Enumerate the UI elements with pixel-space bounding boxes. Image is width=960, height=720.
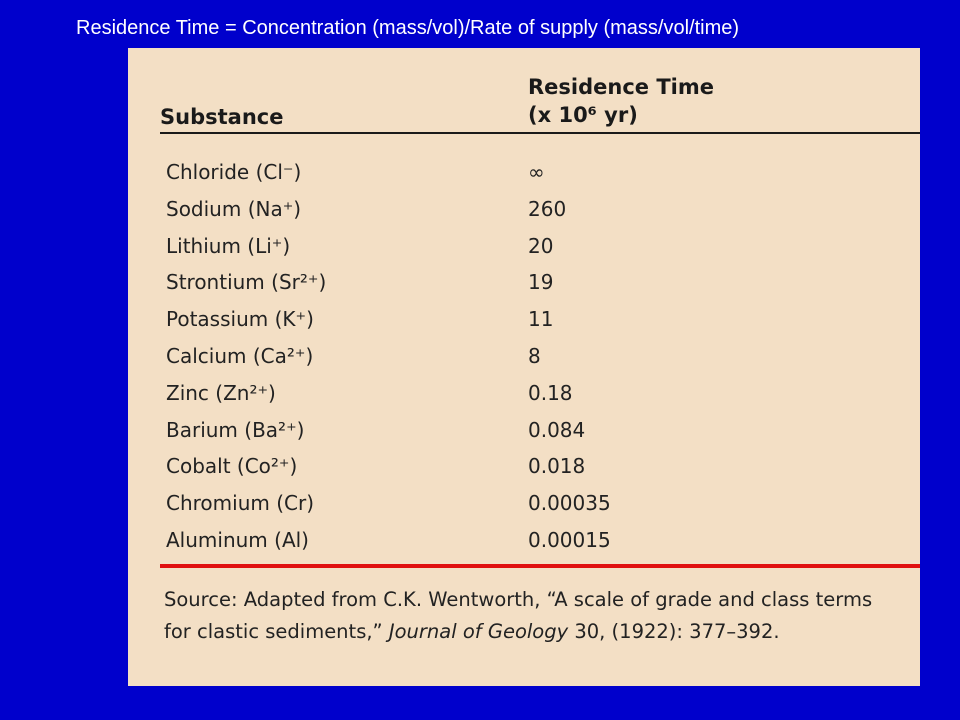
table-row: Potassium (K⁺) 11: [128, 303, 920, 340]
source-text: Source: Adapted from C.K. Wentworth, “A …: [164, 588, 873, 643]
table-row: Strontium (Sr²⁺) 19: [128, 266, 920, 303]
residence-cell: 11: [528, 307, 554, 332]
slide-title: Residence Time = Concentration (mass/vol…: [76, 17, 740, 39]
header-divider: [160, 132, 920, 134]
substance-cell: Cobalt (Co²⁺): [166, 454, 298, 479]
substance-cell: Barium (Ba²⁺): [166, 417, 305, 442]
table-row: Cobalt (Co²⁺) 0.018: [128, 450, 920, 487]
residence-cell: ∞: [528, 160, 545, 184]
table-row: Aluminum (Al) 0.00015: [128, 524, 920, 561]
residence-cell: 0.084: [528, 417, 586, 442]
residence-cell: 0.18: [528, 380, 573, 405]
substance-cell: Potassium (K⁺): [166, 307, 314, 332]
substance-cell: Calcium (Ca²⁺): [166, 343, 314, 368]
residence-cell: 19: [528, 270, 554, 295]
table-row: Chloride (Cl⁻) ∞: [128, 156, 920, 193]
substance-cell: Chromium (Cr): [166, 491, 315, 516]
table-row: Lithium (Li⁺) 20: [128, 230, 920, 267]
residence-time-table-card: Substance Residence Time (x 10⁶ yr) Chlo…: [128, 48, 920, 686]
footer-divider: [160, 564, 920, 568]
residence-cell: 260: [528, 196, 567, 221]
source-journal: Journal of Geology: [388, 620, 569, 643]
table-row: Calcium (Ca²⁺) 8: [128, 340, 920, 377]
table-row: Zinc (Zn²⁺) 0.18: [128, 377, 920, 414]
table-row: Sodium (Na⁺) 260: [128, 193, 920, 230]
source-citation: Source: Adapted from C.K. Wentworth, “A …: [164, 584, 904, 648]
residence-cell: 0.00035: [528, 491, 611, 516]
header-residence-units: (x 10⁶ yr): [528, 103, 638, 127]
substance-cell: Aluminum (Al): [166, 527, 309, 552]
table-body: Chloride (Cl⁻) ∞ Sodium (Na⁺) 260 Lithiu…: [128, 156, 920, 561]
residence-cell: 0.00015: [528, 527, 611, 552]
residence-cell: 8: [528, 343, 541, 368]
residence-cell: 20: [528, 233, 554, 258]
substance-cell: Lithium (Li⁺): [166, 233, 291, 258]
substance-cell: Strontium (Sr²⁺): [166, 270, 327, 295]
substance-cell: Chloride (Cl⁻): [166, 160, 302, 184]
table-row: Chromium (Cr) 0.00035: [128, 487, 920, 524]
substance-cell: Zinc (Zn²⁺): [166, 380, 276, 405]
substance-cell: Sodium (Na⁺): [166, 196, 302, 221]
source-details: 30, (1922): 377–392.: [568, 620, 780, 643]
table-row: Barium (Ba²⁺) 0.084: [128, 414, 920, 451]
residence-cell: 0.018: [528, 454, 586, 479]
header-substance: Substance: [160, 105, 284, 129]
header-residence-time: Residence Time: [528, 75, 714, 99]
